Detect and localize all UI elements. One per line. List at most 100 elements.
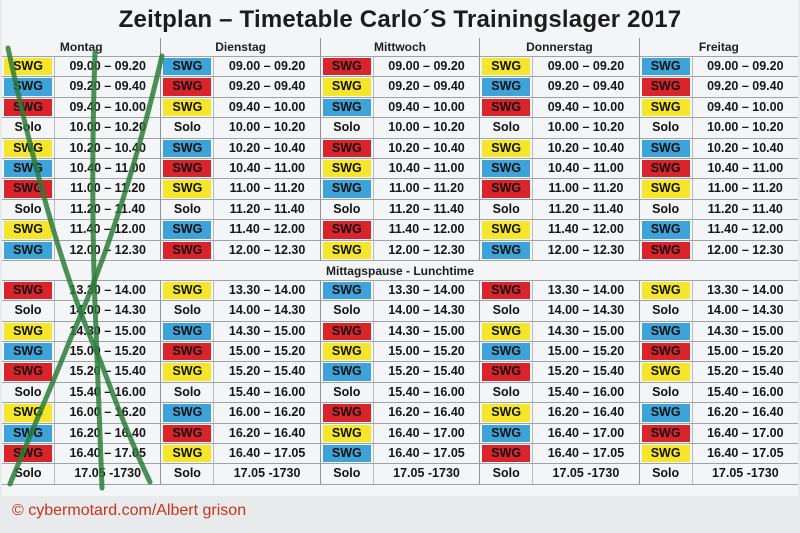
time-slot: 09.00 – 09.20: [213, 57, 319, 77]
session-type-label: SWG: [4, 241, 52, 259]
table-row: Solo 17.05 -1730 Solo 17.05 -1730 Solo 17.05 …: [2, 464, 798, 485]
table-row: SWG 12.00 – 12.30 SWG 12.00 – 12.30 SWG 12.00…: [2, 240, 798, 261]
session-type-label: SWG: [4, 221, 52, 239]
slot-monday: SWG 09.20 – 09.40: [2, 77, 160, 97]
time-slot: 10.20 – 10.40: [532, 138, 638, 158]
table-row: SWG 10.20 – 10.40 SWG 10.20 – 10.40 SWG 10.20…: [2, 138, 798, 159]
table-row: SWG 16.20 – 16.40 SWG 16.20 – 16.40 SWG 16.40…: [2, 423, 798, 445]
table-row: Solo 14.00 – 14.30 Solo 14.00 – 14.30 Solo 14…: [2, 301, 798, 322]
session-type-label: Solo: [492, 303, 520, 318]
table-row: SWG 16.00 – 16.20 SWG 16.00 – 16.20 SWG 16.20…: [2, 403, 798, 424]
session-type-label: SWG: [322, 180, 371, 198]
slot-thursday: SWG 15.00 – 15.20: [479, 342, 638, 362]
slot-wednesday: Solo 15.40 – 16.00: [319, 382, 479, 403]
time-slot: 16.00 – 16.20: [54, 403, 160, 423]
time-slot: 10.00 – 10.20: [691, 118, 798, 138]
slot-wednesday: Solo 17.05 -1730: [319, 464, 479, 484]
session-type-label: SWG: [322, 343, 371, 361]
slot-wednesday: SWG 16.20 – 16.40: [319, 403, 479, 423]
slot-wednesday: Solo 11.20 – 11.40: [319, 199, 479, 220]
session-type-label: SWG: [322, 98, 371, 117]
time-slot: 17.05 -1730: [54, 464, 160, 484]
slot-monday: SWG 09.00 – 09.20: [2, 57, 160, 77]
time-slot: 14.30 – 15.00: [532, 321, 638, 342]
slot-friday: SWG 16.40 – 17.00: [638, 423, 798, 444]
slot-tuesday: Solo 15.40 – 16.00: [160, 382, 319, 403]
session-type-label: SWG: [641, 322, 690, 341]
slot-tuesday: SWG 16.00 – 16.20: [160, 403, 319, 423]
session-type-label: Solo: [333, 120, 361, 135]
time-slot: 10.00 – 10.20: [372, 118, 479, 138]
slot-tuesday: SWG 14.30 – 15.00: [160, 321, 319, 342]
time-slot: 17.05 -1730: [213, 464, 319, 484]
session-type-label: SWG: [4, 404, 52, 422]
slot-tuesday: SWG 11.40 – 12.00: [160, 220, 319, 240]
time-slot: 14.30 – 15.00: [691, 321, 798, 342]
time-slot: 09.40 – 10.00: [54, 97, 160, 118]
session-type-label: SWG: [322, 78, 371, 96]
slot-tuesday: Solo 11.20 – 11.40: [160, 199, 319, 220]
time-slot: 16.40 – 17.05: [213, 444, 319, 464]
session-type-label: SWG: [322, 281, 371, 300]
time-slot: 14.00 – 14.30: [213, 301, 319, 321]
session-type-label: SWG: [4, 363, 52, 381]
slot-friday: SWG 10.20 – 10.40: [638, 138, 798, 158]
slot-thursday: Solo 11.20 – 11.40: [479, 199, 638, 220]
slot-friday: SWG 16.20 – 16.40: [638, 403, 798, 423]
morning-section: SWG 09.00 – 09.20 SWG 09.00 – 09.20 SWG 09.00…: [2, 57, 798, 261]
slot-tuesday: SWG 09.20 – 09.40: [160, 77, 319, 97]
time-slot: 15.40 – 16.00: [213, 382, 319, 403]
session-type-label: Solo: [173, 201, 201, 216]
slot-wednesday: SWG 09.40 – 10.00: [319, 97, 479, 118]
time-slot: 09.20 – 09.40: [213, 77, 319, 97]
time-slot: 10.20 – 10.40: [372, 138, 479, 158]
session-type-label: Solo: [14, 120, 42, 135]
slot-tuesday: SWG 11.00 – 11.20: [160, 179, 319, 199]
table-row: SWG 10.40 – 11.00 SWG 10.40 – 11.00 SWG 10.40…: [2, 158, 798, 180]
time-slot: 11.20 – 11.40: [54, 199, 160, 220]
session-type-label: Solo: [173, 120, 201, 135]
session-type-label: SWG: [641, 139, 690, 157]
table-row: Solo 10.00 – 10.20 Solo 10.00 – 10.20 Solo 10…: [2, 118, 798, 139]
session-type-label: SWG: [641, 221, 690, 239]
time-slot: 10.00 – 10.20: [213, 118, 319, 138]
slot-monday: SWG 13.30 – 14.00: [2, 280, 160, 301]
session-type-label: SWG: [163, 159, 212, 178]
time-slot: 14.00 – 14.30: [54, 301, 160, 321]
session-type-label: SWG: [4, 78, 52, 96]
time-slot: 11.40 – 12.00: [213, 220, 319, 240]
session-type-label: SWG: [641, 241, 690, 259]
slot-thursday: Solo 14.00 – 14.30: [479, 301, 638, 321]
time-slot: 10.40 – 11.00: [532, 158, 638, 179]
slot-wednesday: SWG 15.00 – 15.20: [319, 342, 479, 362]
session-type-label: SWG: [641, 281, 690, 300]
slot-thursday: SWG 09.40 – 10.00: [479, 97, 638, 118]
slot-thursday: SWG 12.00 – 12.30: [479, 240, 638, 260]
time-slot: 09.20 – 09.40: [372, 77, 479, 97]
table-row: SWG 15.00 – 15.20 SWG 15.00 – 15.20 SWG 15.00…: [2, 342, 798, 363]
time-slot: 13.30 – 14.00: [532, 280, 638, 301]
session-type-label: SWG: [163, 221, 212, 239]
session-type-label: SWG: [322, 221, 371, 239]
time-slot: 10.40 – 11.00: [54, 158, 160, 179]
time-slot: 11.00 – 11.20: [532, 179, 638, 199]
slot-tuesday: SWG 10.20 – 10.40: [160, 138, 319, 158]
slot-friday: SWG 11.40 – 12.00: [638, 220, 798, 240]
slot-monday: SWG 12.00 – 12.30: [2, 240, 160, 260]
session-type-label: Solo: [492, 466, 520, 481]
slot-thursday: SWG 16.40 – 17.00: [479, 423, 638, 444]
slot-wednesday: SWG 10.20 – 10.40: [319, 138, 479, 158]
session-type-label: Solo: [652, 303, 680, 318]
afternoon-section: SWG 13.30 – 14.00 SWG 13.30 – 14.00 SWG 13.30…: [2, 280, 798, 485]
session-type-label: Solo: [173, 303, 201, 318]
time-slot: 15.20 – 15.40: [372, 362, 479, 382]
session-type-label: SWG: [163, 343, 212, 361]
slot-thursday: SWG 10.20 – 10.40: [479, 138, 638, 158]
session-type-label: SWG: [482, 58, 531, 76]
session-type-label: SWG: [4, 180, 52, 198]
session-type-label: Solo: [173, 466, 201, 481]
time-slot: 09.40 – 10.00: [372, 97, 479, 118]
slot-monday: Solo 17.05 -1730: [2, 464, 160, 484]
session-type-label: SWG: [482, 241, 531, 259]
session-type-label: SWG: [163, 322, 212, 341]
